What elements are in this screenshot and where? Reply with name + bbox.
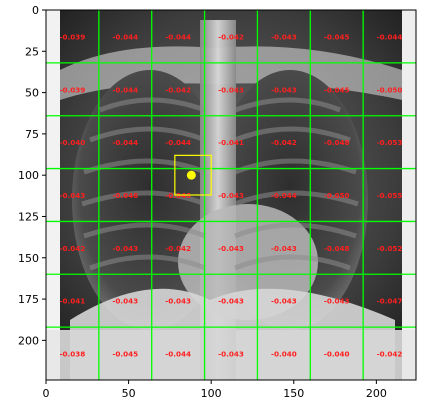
patch-value: -0.045 bbox=[324, 85, 350, 94]
y-axis: 0 25 50 75 100 125 150 175 200 bbox=[18, 4, 46, 347]
chest-xray-image bbox=[46, 10, 416, 380]
patch-value: -0.048 bbox=[324, 244, 350, 253]
patch-value: -0.043 bbox=[271, 85, 297, 94]
patch-value: -0.044 bbox=[165, 138, 191, 147]
patch-value: -0.047 bbox=[377, 297, 403, 306]
patch-value: -0.044 bbox=[112, 85, 138, 94]
patch-value: -0.043 bbox=[271, 32, 297, 41]
attention-marker bbox=[174, 154, 212, 196]
patch-value: -0.048 bbox=[324, 138, 350, 147]
patch-value: -0.043 bbox=[271, 297, 297, 306]
plot-frame bbox=[45, 9, 417, 381]
patch-value: -0.050 bbox=[377, 85, 403, 94]
patch-value: -0.038 bbox=[60, 350, 86, 359]
patch-value: -0.055 bbox=[377, 191, 403, 200]
patch-value: -0.039 bbox=[60, 85, 86, 94]
patch-value: -0.043 bbox=[324, 297, 350, 306]
patch-value: -0.043 bbox=[218, 191, 244, 200]
patch-value: -0.043 bbox=[271, 244, 297, 253]
y-tick-label: 150 bbox=[18, 252, 39, 265]
patch-value: -0.050 bbox=[324, 191, 350, 200]
xray-right-border bbox=[402, 10, 416, 380]
patch-value: -0.044 bbox=[377, 32, 403, 41]
patch-value: -0.042 bbox=[60, 244, 86, 253]
y-tick-label: 125 bbox=[18, 210, 39, 223]
patch-value: -0.045 bbox=[324, 32, 350, 41]
patch-value: -0.044 bbox=[165, 32, 191, 41]
patch-value: -0.041 bbox=[60, 297, 86, 306]
patch-value: -0.045 bbox=[112, 350, 138, 359]
patch-value: -0.043 bbox=[218, 244, 244, 253]
y-tick-label: 175 bbox=[18, 293, 39, 306]
patch-value: -0.042 bbox=[271, 138, 297, 147]
patch-value: -0.046 bbox=[112, 191, 138, 200]
y-tick-label: 75 bbox=[25, 128, 39, 141]
y-tick-label: 200 bbox=[18, 334, 39, 347]
patch-value: -0.040 bbox=[324, 350, 350, 359]
patch-value: -0.043 bbox=[218, 297, 244, 306]
x-tick-label: 0 bbox=[43, 387, 50, 400]
attention-box bbox=[174, 154, 212, 196]
patch-value: -0.043 bbox=[112, 297, 138, 306]
patch-value: -0.039 bbox=[60, 32, 86, 41]
patch-value: -0.053 bbox=[377, 138, 403, 147]
patch-value: -0.042 bbox=[377, 350, 403, 359]
patch-value: -0.041 bbox=[218, 138, 244, 147]
x-tick-label: 150 bbox=[283, 387, 304, 400]
xray-left-border bbox=[46, 10, 60, 380]
patch-value: -0.042 bbox=[218, 32, 244, 41]
patch-value: -0.043 bbox=[112, 244, 138, 253]
x-tick-label: 100 bbox=[201, 387, 222, 400]
patch-value: -0.044 bbox=[112, 138, 138, 147]
y-tick-label: 25 bbox=[25, 45, 39, 58]
patch-value: -0.043 bbox=[218, 85, 244, 94]
patch-value: -0.040 bbox=[271, 350, 297, 359]
y-tick-label: 0 bbox=[32, 4, 39, 17]
patch-value: -0.040 bbox=[60, 138, 86, 147]
patch-value: -0.042 bbox=[165, 85, 191, 94]
patch-value: -0.042 bbox=[165, 244, 191, 253]
patch-value: -0.044 bbox=[112, 32, 138, 41]
patch-value: -0.043 bbox=[60, 191, 86, 200]
x-tick-label: 50 bbox=[122, 387, 136, 400]
patch-value: -0.044 bbox=[271, 191, 297, 200]
x-tick-label: 200 bbox=[366, 387, 387, 400]
attention-point bbox=[186, 170, 196, 180]
patch-value: -0.043 bbox=[218, 350, 244, 359]
y-tick-label: 50 bbox=[25, 87, 39, 100]
patch-value: -0.044 bbox=[165, 350, 191, 359]
patch-value: -0.043 bbox=[165, 297, 191, 306]
patch-value: -0.052 bbox=[377, 244, 403, 253]
x-axis: 0 50 100 150 200 bbox=[43, 380, 387, 400]
patch-value-labels: -0.039 -0.044 -0.044 -0.042 -0.043 -0.045 -0.0… bbox=[60, 32, 403, 358]
y-tick-label: 100 bbox=[18, 169, 39, 182]
